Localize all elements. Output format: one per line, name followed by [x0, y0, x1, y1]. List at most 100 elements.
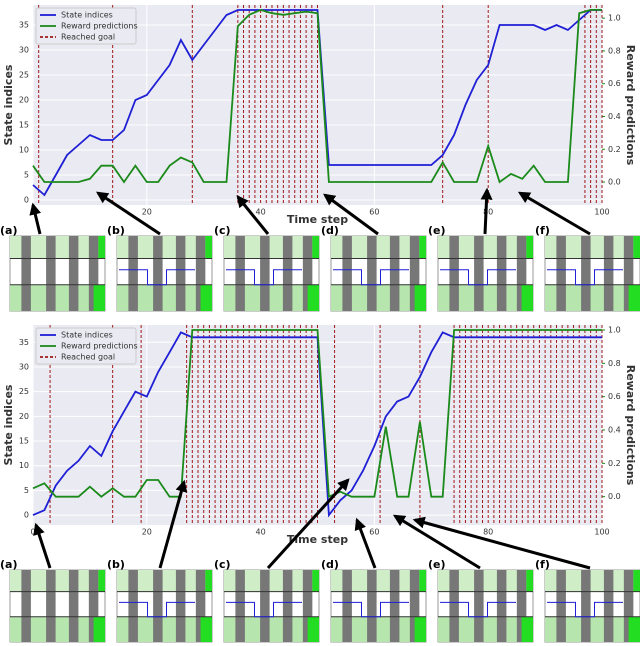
- thumb-bar: [516, 570, 527, 642]
- y-tick-label: 25: [19, 387, 29, 396]
- x-tick-label: 100: [594, 208, 609, 217]
- thumb-bright: [200, 616, 212, 642]
- thumb-bar: [128, 236, 138, 311]
- thumb-bright: [205, 570, 212, 592]
- thumb-trace: [440, 269, 516, 286]
- thumb-bright: [419, 236, 426, 259]
- panel-label: (f): [535, 558, 550, 571]
- thumb-bright: [93, 616, 105, 642]
- thumb-bar: [603, 570, 614, 642]
- arrow: [29, 202, 42, 235]
- y-tick-label: 25: [19, 71, 29, 80]
- legend-label: Reward predictions: [61, 22, 138, 31]
- thumb-bright: [307, 616, 319, 642]
- thumb-bar: [556, 570, 566, 642]
- thumb-bar: [175, 570, 186, 642]
- thumbnail: [437, 569, 534, 643]
- thumb-trace: [440, 601, 516, 618]
- y2-tick-label: 0.2: [608, 145, 621, 154]
- y2-tick-label: 0.0: [608, 178, 621, 187]
- thumb-bar: [623, 570, 634, 642]
- thumb-bar: [260, 236, 270, 311]
- thumbnail: [116, 235, 213, 312]
- thumb-bar: [581, 570, 591, 642]
- series-line: [32, 329, 602, 499]
- thumb-trace: [333, 601, 409, 618]
- thumb-bar: [21, 236, 31, 311]
- legend-box: [35, 327, 137, 365]
- thumb-bar: [474, 570, 484, 642]
- thumb-green-top: [331, 570, 426, 592]
- y2-tick-label: 0.4: [608, 426, 621, 435]
- thumb-bar: [235, 236, 245, 311]
- x-tick-label: 0: [30, 528, 35, 537]
- x-tick-label: 60: [369, 528, 379, 537]
- thumb-green-top: [545, 236, 640, 259]
- y-tick-label: 35: [19, 21, 29, 30]
- thumb-bar: [409, 570, 420, 642]
- y2-axis-label: Reward predictions: [624, 365, 637, 486]
- y-tick-label: 15: [19, 437, 29, 446]
- thumb-trace: [119, 601, 195, 618]
- arrow: [323, 193, 379, 236]
- thumb-bar: [195, 570, 206, 642]
- thumb-bar: [389, 570, 400, 642]
- thumb-bright: [419, 570, 426, 592]
- x-tick-label: 80: [483, 528, 493, 537]
- thumb-bar: [449, 570, 459, 642]
- x-tick-label: 100: [594, 528, 609, 537]
- x-axis-label: Time step: [287, 533, 348, 546]
- thumb-bar: [342, 236, 352, 311]
- thumb-bar: [88, 236, 99, 311]
- thumb-bright: [628, 616, 640, 642]
- panel-label: (f): [535, 224, 550, 237]
- thumb-bar: [46, 570, 56, 642]
- panel-label: (a): [0, 558, 17, 571]
- thumbnail: [223, 569, 320, 643]
- thumb-bar: [153, 236, 163, 311]
- thumb-green-top: [438, 236, 533, 259]
- thumb-bar: [389, 236, 400, 311]
- thumb-green-top: [117, 236, 212, 259]
- arrow: [412, 516, 591, 570]
- thumb-bar: [409, 236, 420, 311]
- thumb-bar: [496, 570, 507, 642]
- y2-tick-label: 0.2: [608, 459, 621, 468]
- arrow: [517, 191, 591, 236]
- thumb-bright: [526, 570, 533, 592]
- y2-axis-label: Reward predictions: [624, 45, 637, 166]
- thumb-trace: [226, 601, 302, 618]
- thumb-bar: [88, 570, 99, 642]
- y2-tick-label: 0.8: [608, 359, 621, 368]
- arrow: [95, 191, 161, 236]
- thumb-green-top: [438, 570, 533, 592]
- thumb-bar: [623, 236, 634, 311]
- thumb-bar: [302, 236, 313, 311]
- panel-label: (d): [321, 558, 339, 571]
- thumb-bar: [556, 236, 566, 311]
- thumb-bar: [46, 236, 56, 311]
- thumb-trace: [547, 269, 623, 286]
- arrow: [392, 514, 481, 570]
- thumb-bar: [603, 236, 614, 311]
- thumb-bar: [260, 570, 270, 642]
- x-tick-label: 40: [256, 528, 266, 537]
- thumb-trace: [119, 269, 195, 286]
- panel-label: (c): [214, 224, 231, 237]
- legend-label: State indices: [61, 11, 113, 20]
- thumb-bar: [21, 570, 31, 642]
- panel-label: (c): [214, 558, 231, 571]
- thumb-bright: [521, 284, 533, 311]
- thumb-bar: [496, 236, 507, 311]
- y-tick-label: 5: [24, 171, 29, 180]
- y2-tick-label: 0.4: [608, 112, 621, 121]
- thumb-trace: [333, 269, 409, 286]
- thumb-bright: [414, 284, 426, 311]
- thumbnail: [544, 569, 640, 643]
- thumb-bar: [68, 236, 79, 311]
- series-line: [32, 8, 602, 184]
- y-tick-label: 15: [19, 121, 29, 130]
- thumb-bar: [128, 570, 138, 642]
- thumb-bar: [195, 236, 206, 311]
- y-tick-label: 0: [24, 196, 29, 205]
